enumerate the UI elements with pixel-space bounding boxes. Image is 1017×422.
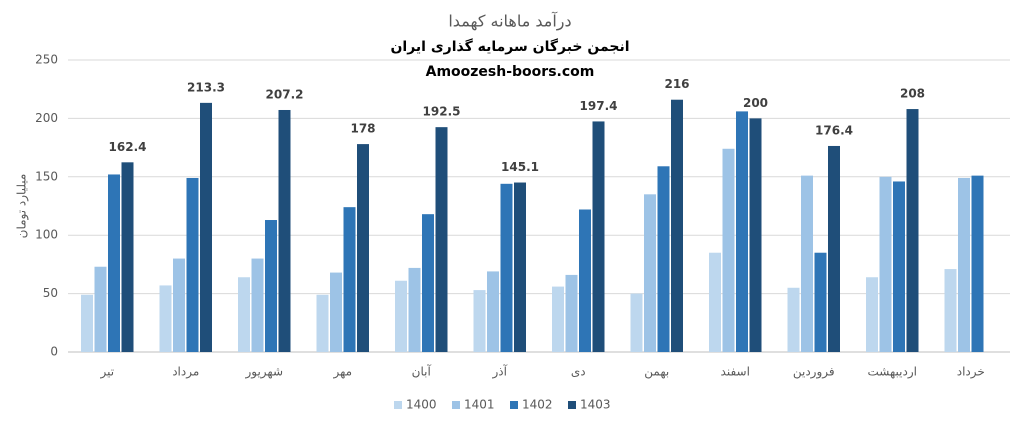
legend-swatch [510, 401, 518, 409]
x-tick-label: مهر [332, 365, 352, 380]
y-axis-title: میلیارد تومان [15, 174, 30, 239]
bar [958, 177, 970, 352]
bar [944, 269, 957, 352]
y-tick-label: 50 [43, 286, 58, 300]
y-tick-label: 100 [35, 228, 58, 242]
bar [828, 145, 840, 352]
bar [709, 252, 721, 352]
legend-label: 1401 [464, 398, 495, 412]
bar [265, 220, 277, 352]
value-label: 197.4 [580, 99, 618, 113]
value-label: 200 [743, 96, 768, 110]
bar [514, 182, 526, 352]
bar [565, 274, 578, 352]
x-tick-label: بهمن [644, 365, 669, 380]
y-tick-label: 250 [35, 53, 58, 67]
bar [395, 280, 407, 352]
bar [722, 148, 735, 352]
legend-label: 1402 [522, 398, 553, 412]
y-tick-label: 150 [35, 169, 58, 183]
legend-swatch [568, 401, 576, 409]
bar [579, 209, 591, 352]
legend-swatch [394, 401, 402, 409]
bar [173, 258, 185, 352]
bar [357, 144, 369, 352]
bar [552, 286, 564, 352]
bar [801, 175, 813, 352]
bar [316, 294, 329, 352]
bar [159, 285, 172, 352]
legend-swatch [452, 401, 460, 409]
x-tick-label: دی [571, 365, 586, 379]
bar [238, 277, 250, 352]
bar [81, 294, 93, 352]
bar [121, 162, 134, 352]
legend-label: 1403 [580, 398, 611, 412]
value-label: 216 [664, 77, 689, 91]
bar [657, 166, 670, 352]
bar [487, 271, 499, 352]
bar [473, 290, 486, 352]
x-tick-label: آبان [412, 364, 432, 379]
bar [422, 214, 434, 352]
bar [893, 181, 905, 352]
y-tick-label: 200 [35, 111, 58, 125]
bar [408, 267, 421, 352]
bar [278, 109, 291, 352]
bar [251, 258, 264, 352]
x-tick-label: فروردین [793, 365, 835, 380]
bar [879, 176, 892, 352]
legend-label: 1400 [406, 398, 437, 412]
bar [630, 293, 643, 352]
x-tick-label: شهریور [244, 365, 283, 380]
bar [94, 266, 107, 352]
chart-subtitle: Amoozesh-boors.com [426, 64, 595, 80]
bar [814, 252, 827, 352]
bar [500, 183, 513, 352]
x-tick-label: مرداد [172, 365, 199, 380]
bar [906, 109, 919, 352]
bar [971, 175, 984, 352]
bar [108, 174, 120, 352]
value-label: 145.1 [501, 160, 539, 174]
x-tick-label: آذر [492, 364, 508, 380]
bar [644, 194, 656, 352]
y-tick-label: 0 [50, 345, 58, 359]
value-label: 178 [350, 122, 375, 136]
bar [200, 102, 212, 352]
value-label: 213.3 [187, 80, 225, 94]
chart-subtitle: انجمن خبرگان سرمایه گذاری ایران [390, 38, 629, 55]
x-tick-label: اسفند [721, 365, 750, 379]
bar [186, 177, 199, 352]
x-tick-label: اردیبهشت [868, 365, 917, 380]
bar [749, 118, 762, 353]
value-label: 208 [900, 87, 925, 101]
value-label: 207.2 [266, 87, 304, 101]
x-tick-label: تیر [99, 365, 114, 380]
value-label: 176.4 [815, 123, 853, 137]
value-label: 192.5 [423, 105, 461, 119]
bar [343, 207, 356, 352]
x-tick-label: خرداد [957, 365, 985, 380]
bar [736, 111, 748, 352]
bar [671, 99, 683, 352]
bar [592, 121, 605, 352]
value-label: 162.4 [109, 140, 147, 154]
chart-title: درآمد ماهانه کهمدا [448, 12, 571, 32]
bar [866, 277, 878, 352]
bar [330, 272, 342, 352]
bar [435, 127, 448, 352]
bar [787, 287, 800, 352]
